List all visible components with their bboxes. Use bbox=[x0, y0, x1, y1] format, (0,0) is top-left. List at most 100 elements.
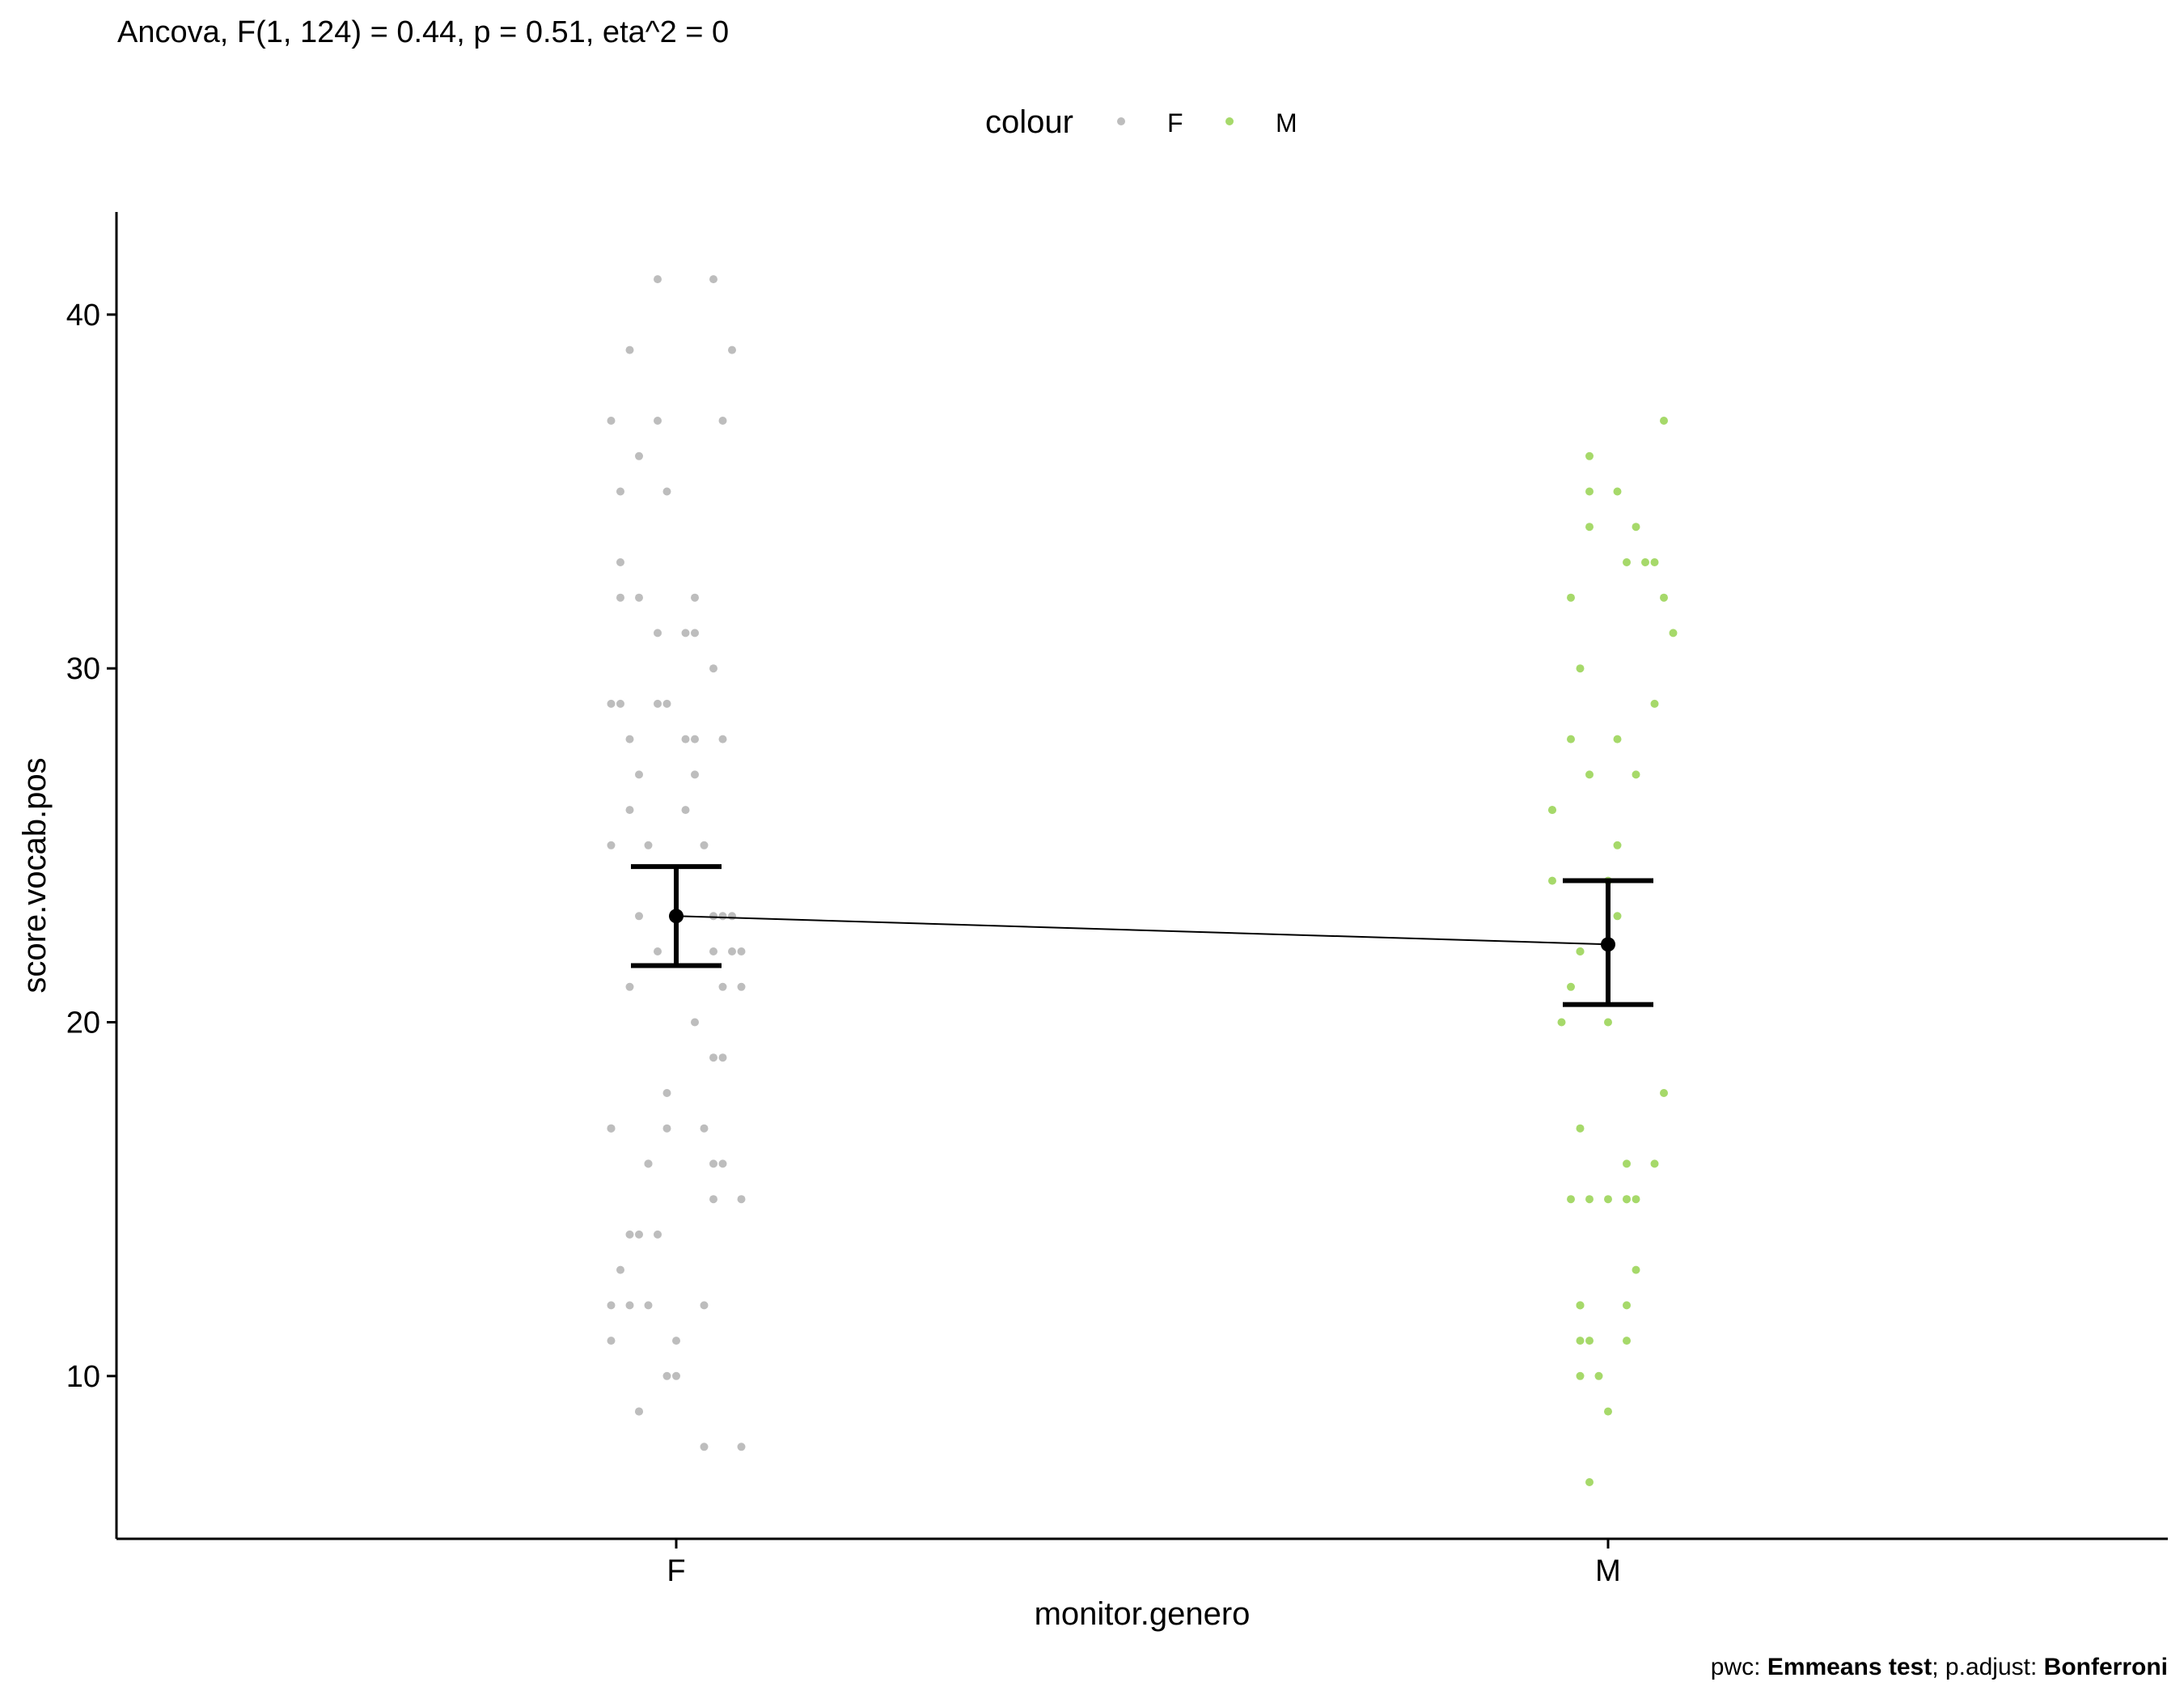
data-point bbox=[607, 699, 616, 708]
data-point bbox=[709, 912, 717, 921]
data-point bbox=[1567, 982, 1575, 991]
data-point bbox=[1669, 629, 1678, 638]
data-point bbox=[654, 417, 662, 425]
legend-label-M: M bbox=[1276, 108, 1297, 138]
data-point bbox=[607, 1301, 616, 1310]
data-point bbox=[1585, 523, 1594, 532]
data-point bbox=[718, 1159, 727, 1168]
data-point bbox=[1594, 1371, 1603, 1380]
data-point bbox=[709, 1053, 717, 1062]
data-point bbox=[635, 1407, 643, 1416]
data-point bbox=[644, 841, 653, 850]
y-tick-label: 10 bbox=[66, 1360, 100, 1394]
data-point bbox=[1585, 1337, 1594, 1345]
data-point bbox=[625, 735, 634, 744]
data-point bbox=[1632, 523, 1640, 532]
data-point bbox=[1632, 1195, 1640, 1204]
data-point bbox=[1613, 912, 1622, 921]
data-point bbox=[607, 1124, 616, 1133]
data-point bbox=[616, 1265, 624, 1274]
data-point bbox=[654, 699, 662, 708]
data-point bbox=[1585, 1478, 1594, 1486]
caption: pwc: Emmeans test; p.adjust: Bonferroni bbox=[1711, 1654, 2168, 1680]
data-point bbox=[691, 1018, 699, 1027]
data-point bbox=[691, 593, 699, 602]
data-point bbox=[718, 912, 727, 921]
data-point bbox=[1585, 451, 1594, 460]
data-point bbox=[1613, 487, 1622, 496]
data-point bbox=[1576, 1124, 1585, 1133]
data-point bbox=[1623, 558, 1631, 566]
data-point bbox=[662, 1371, 671, 1380]
data-point bbox=[718, 1053, 727, 1062]
chart-title: Ancova, F(1, 124) = 0.44, p = 0.51, eta^… bbox=[117, 15, 729, 49]
data-point bbox=[1576, 664, 1585, 673]
data-point bbox=[662, 1089, 671, 1097]
data-point bbox=[681, 735, 690, 744]
mean-point-F bbox=[669, 909, 684, 924]
legend-key-F bbox=[1117, 117, 1125, 125]
data-point bbox=[654, 947, 662, 955]
data-point bbox=[1623, 1301, 1631, 1310]
data-point bbox=[1660, 417, 1668, 425]
mean-line bbox=[675, 915, 1609, 946]
data-point bbox=[625, 982, 634, 991]
data-point bbox=[709, 947, 717, 955]
data-point bbox=[718, 982, 727, 991]
data-point bbox=[737, 947, 746, 955]
y-axis-label: score.vocab.pos bbox=[17, 757, 53, 993]
data-point bbox=[1613, 735, 1622, 744]
data-point bbox=[654, 1230, 662, 1239]
data-point bbox=[635, 912, 643, 921]
data-point bbox=[709, 275, 717, 284]
data-point bbox=[672, 1371, 680, 1380]
data-point bbox=[1660, 593, 1668, 602]
data-point bbox=[700, 841, 709, 850]
data-point bbox=[625, 1301, 634, 1310]
data-point bbox=[1576, 1337, 1585, 1345]
data-point bbox=[700, 1443, 709, 1451]
mean-ci-layer bbox=[631, 864, 1653, 1007]
data-point bbox=[662, 487, 671, 496]
data-point bbox=[728, 345, 736, 354]
data-point bbox=[635, 451, 643, 460]
data-point bbox=[681, 806, 690, 815]
legend-label-F: F bbox=[1167, 108, 1183, 138]
data-point bbox=[625, 1230, 634, 1239]
caption-part: Bonferroni bbox=[2044, 1654, 2168, 1680]
data-point bbox=[709, 1159, 717, 1168]
data-point bbox=[737, 1195, 746, 1204]
y-axis-ticks: 10 20 30 40 bbox=[66, 299, 116, 1394]
data-point bbox=[1623, 1159, 1631, 1168]
data-point bbox=[607, 417, 616, 425]
data-point bbox=[718, 417, 727, 425]
y-tick-label: 20 bbox=[66, 1006, 100, 1040]
data-point bbox=[691, 735, 699, 744]
data-point bbox=[1585, 487, 1594, 496]
y-tick-label: 30 bbox=[66, 652, 100, 686]
data-point bbox=[1650, 558, 1659, 566]
data-point bbox=[728, 947, 736, 955]
data-point bbox=[1548, 876, 1556, 885]
data-point bbox=[737, 1443, 746, 1451]
data-point bbox=[700, 1301, 709, 1310]
data-points bbox=[607, 275, 1678, 1486]
data-point bbox=[616, 699, 624, 708]
caption-part: Emmeans test bbox=[1767, 1654, 1932, 1680]
data-point bbox=[1576, 1301, 1585, 1310]
data-point bbox=[1604, 1195, 1612, 1204]
data-point bbox=[607, 1337, 616, 1345]
data-point bbox=[654, 275, 662, 284]
data-point bbox=[691, 770, 699, 779]
data-point bbox=[635, 770, 643, 779]
data-point bbox=[1660, 1089, 1668, 1097]
data-point bbox=[616, 487, 624, 496]
data-point bbox=[662, 1124, 671, 1133]
data-point bbox=[1641, 558, 1649, 566]
data-point bbox=[1585, 770, 1594, 779]
data-point bbox=[635, 1230, 643, 1239]
data-point bbox=[1632, 1265, 1640, 1274]
